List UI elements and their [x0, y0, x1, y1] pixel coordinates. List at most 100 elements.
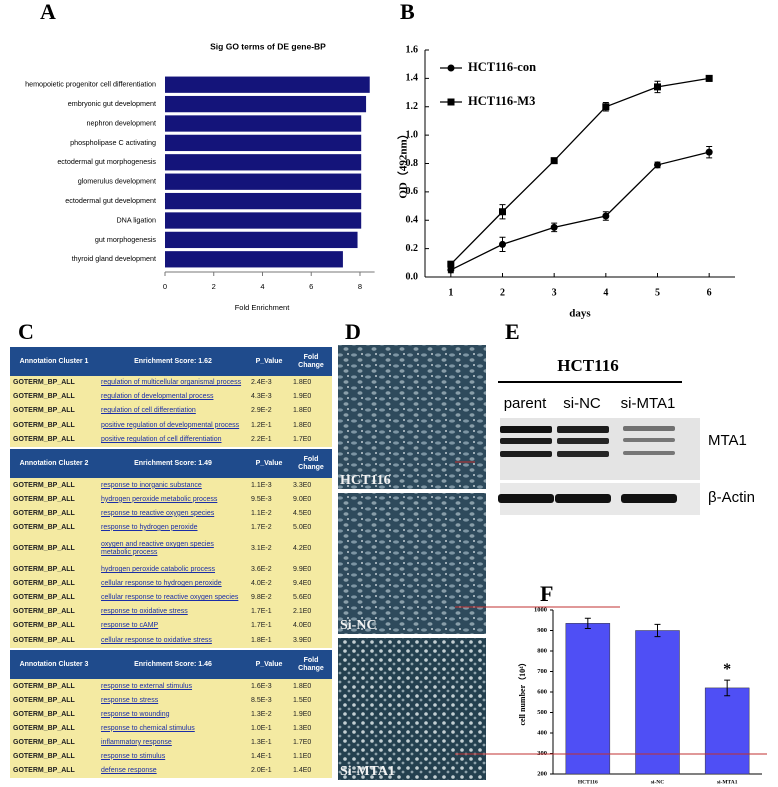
p-value: 2.0E-1: [251, 767, 272, 775]
y-tick-label: 1.2: [406, 101, 419, 112]
x-tick-label: 1: [448, 287, 453, 298]
panel-label: F: [540, 581, 553, 606]
go-term: defense response: [101, 767, 157, 775]
bar: [165, 192, 362, 210]
category: GOTERM_BP_ALL: [13, 393, 75, 401]
y-tick-label: ectodermal gut development: [65, 196, 156, 205]
marker: [499, 240, 506, 248]
category: GOTERM_BP_ALL: [13, 545, 75, 552]
go-term: inflammatory response: [101, 738, 172, 746]
y-tick-label: 0.2: [406, 243, 419, 254]
table-row: GOTERM_BP_ALL cellular response to hydrog…: [10, 577, 332, 591]
go-term: response to inorganic substance: [101, 481, 202, 489]
go-term: response to oxidative stress: [101, 608, 188, 616]
blot-band: [557, 438, 609, 444]
y-tick-label: 0.6: [406, 186, 419, 197]
table-row: GOTERM_BP_ALL positive regulation of deve…: [10, 418, 332, 432]
x-axis-label: Fold Enrichment: [235, 303, 291, 312]
y-axis-label: OD（492nm）: [397, 128, 410, 198]
bar: [165, 173, 362, 190]
table-row: GOTERM_BP_ALL cellular response to oxidat…: [10, 633, 332, 649]
fold-change: 5.0E0: [293, 523, 312, 531]
y-tick-label: 1000: [534, 606, 547, 613]
table-body: Annotation Cluster 1 Enrichment Score: 1.…: [10, 344, 332, 778]
table-row: GOTERM_BP_ALL response to stimulus 1.4E-1 1…: [10, 750, 332, 764]
blot-band: [555, 494, 611, 503]
table-row: GOTERM_BP_ALL response to reactive oxygen…: [10, 507, 332, 521]
chart-title: Sig GO terms of DE gene-BP: [210, 41, 326, 51]
category: GOTERM_BP_ALL: [13, 421, 75, 429]
y-tick-label: phospholipase C activating: [70, 138, 156, 147]
panel-label: C: [18, 319, 34, 344]
enrichment-score: Enrichment Score: 1.49: [98, 447, 248, 479]
series-line: [450, 151, 710, 271]
fold-change: 1.9E0: [293, 393, 312, 401]
p-value: 1.8E-1: [251, 636, 272, 644]
x-tick-label: 4: [260, 282, 264, 291]
table-row: GOTERM_BP_ALL hydrogen peroxide catabolic…: [10, 563, 332, 577]
bar: [165, 76, 370, 93]
y-tick-label: gut morphogenesis: [95, 235, 157, 244]
fold-change: 1.1E0: [293, 752, 312, 760]
marker: [705, 74, 713, 82]
table-row: GOTERM_BP_ALL defense response 2.0E-1 1.4E0: [10, 764, 332, 778]
marker: [602, 103, 610, 111]
bar: [635, 630, 680, 775]
category: GOTERM_BP_ALL: [13, 622, 75, 630]
x-tick-label: 6: [309, 282, 313, 291]
go-term: response to external stimulus: [101, 682, 193, 690]
y-tick-label: 300: [537, 750, 547, 757]
lane-label: si-NC: [563, 395, 601, 412]
p-value: 1.0E-1: [251, 724, 272, 732]
p-value: 4.0E-2: [251, 580, 272, 588]
blot-title: HCT116: [557, 356, 618, 375]
marker: [602, 212, 610, 220]
category: GOTERM_BP_ALL: [13, 767, 75, 775]
x-tick-label: si-NC: [651, 779, 664, 785]
fold-change: 1.8E0: [293, 421, 312, 429]
go-term: response to hydrogen peroxide: [101, 523, 198, 531]
table-row: GOTERM_BP_ALL response to external stimul…: [10, 679, 332, 693]
marker: [447, 260, 455, 268]
p-value: 1.1E-3: [251, 481, 272, 489]
blot-band: [557, 451, 609, 457]
p-value: 1.4E-1: [251, 752, 272, 760]
micrograph: [338, 638, 486, 780]
y-tick-label: ectodermal gut morphogenesis: [57, 157, 156, 166]
table-row: GOTERM_BP_ALL regulation of cell differen…: [10, 404, 332, 418]
y-tick-label: thyroid gland development: [72, 254, 156, 263]
bar: [165, 154, 362, 171]
x-tick-label: HCT116: [578, 779, 598, 785]
marker: [447, 266, 455, 274]
annotation-table: Annotation Cluster 1 Enrichment Score: 1.…: [10, 344, 332, 778]
fold-change: 3.3E0: [293, 481, 312, 489]
p-value: 2.9E-2: [251, 407, 272, 415]
column-header: Fold Change: [290, 344, 332, 377]
enrichment-score: Enrichment Score: 1.62: [98, 344, 248, 377]
fold-change: 5.6E0: [293, 594, 312, 602]
go-term: positive regulation of developmental pro…: [101, 421, 240, 429]
y-tick-label: 1.0: [406, 129, 419, 140]
blot-band: [500, 426, 552, 433]
go-term: positive regulation of cell differentiat…: [101, 436, 222, 444]
error-bar: [584, 617, 591, 629]
category: GOTERM_BP_ALL: [13, 724, 75, 732]
annotation: *: [723, 661, 731, 678]
cluster-title: Annotation Cluster 3: [10, 648, 98, 680]
p-value: 1.3E-2: [251, 710, 272, 718]
legend-label: HCT116-M3: [468, 94, 535, 108]
y-axis-label: cell number（10⁴）: [517, 658, 527, 725]
y-tick-label: 400: [537, 729, 547, 736]
table-row: GOTERM_BP_ALL positive regulation of cell…: [10, 432, 332, 448]
error-bar: [724, 679, 731, 697]
y-tick-label: 800: [537, 647, 547, 654]
legend-label: HCT116-con: [468, 60, 536, 74]
fold-change: 1.4E0: [293, 767, 312, 775]
category: GOTERM_BP_ALL: [13, 379, 75, 387]
y-tick-label: nephron development: [86, 118, 156, 127]
fold-change: 4.0E0: [293, 622, 312, 630]
cluster-header: Annotation Cluster 2 Enrichment Score: 1.…: [10, 447, 332, 479]
fold-change: 1.8E0: [293, 682, 312, 690]
p-value: 8.5E-3: [251, 696, 272, 704]
p-value: 1.2E-1: [251, 421, 272, 429]
